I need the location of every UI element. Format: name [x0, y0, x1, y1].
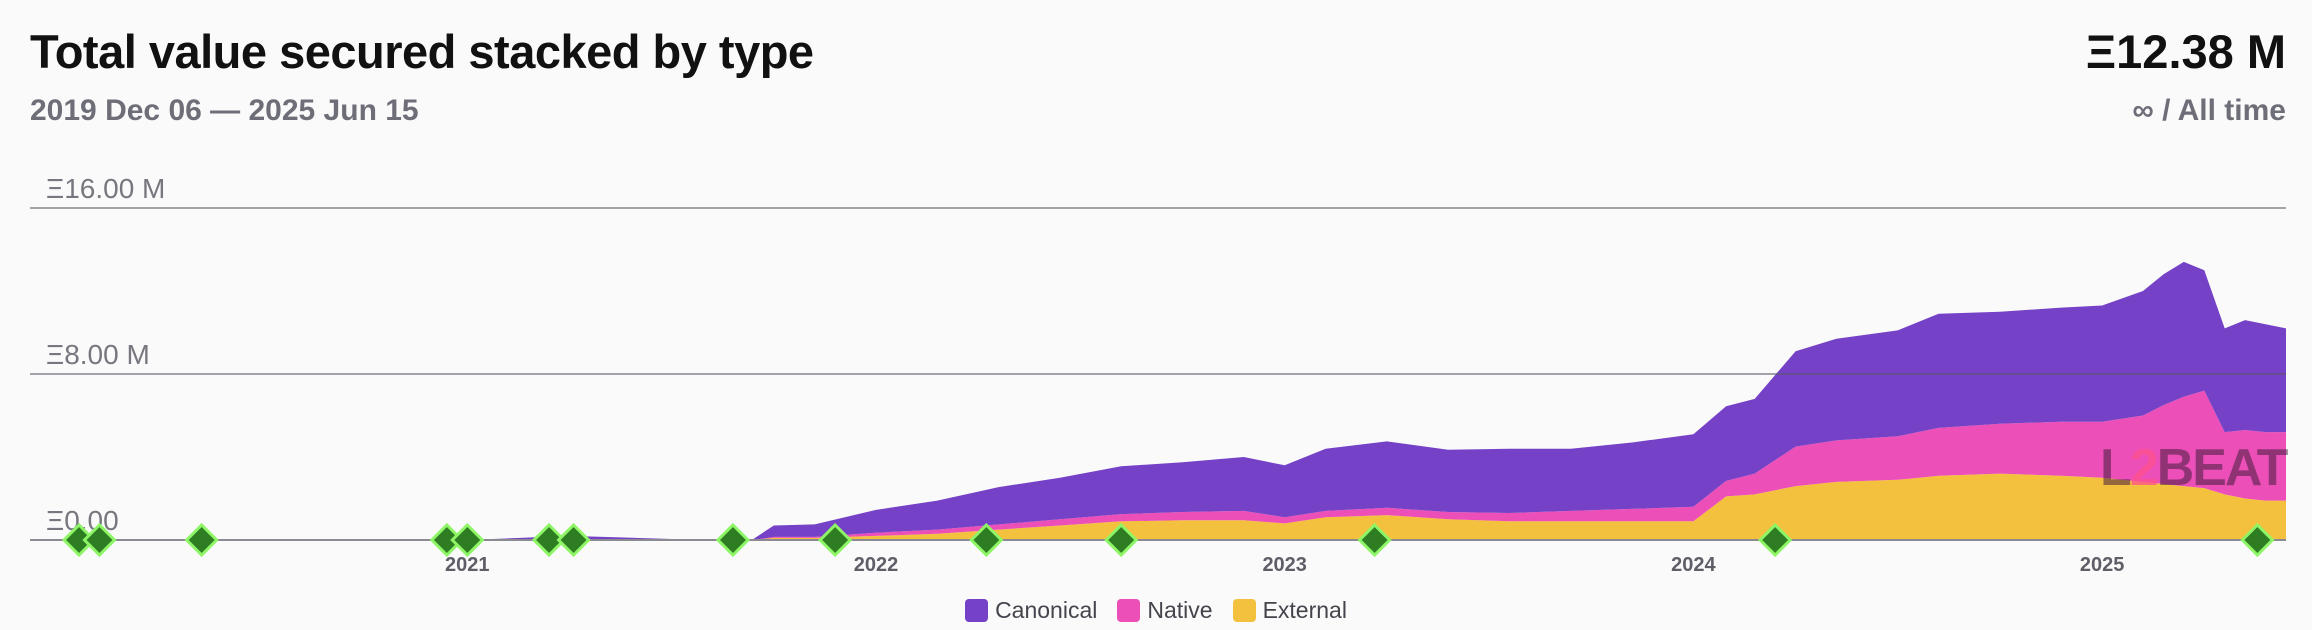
legend-label-native: Native	[1147, 597, 1213, 623]
chart-title: Total value secured stacked by type	[30, 25, 814, 78]
event-marker-icon[interactable]	[1104, 522, 1139, 558]
chart-legend: Canonical Native External	[0, 597, 2312, 624]
event-marker-icon[interactable]	[82, 522, 117, 558]
y-tick-label: Ξ16.00 M	[46, 173, 165, 204]
legend-label-external: External	[1262, 597, 1347, 623]
x-tick-label: 2024	[1671, 554, 1716, 576]
legend-swatch-external	[1232, 599, 1256, 622]
event-marker-icon[interactable]	[2240, 522, 2275, 558]
legend-swatch-native	[1117, 599, 1141, 622]
legend-swatch-canonical	[965, 599, 989, 622]
legend-item-canonical[interactable]: Canonical	[965, 597, 1097, 624]
area-canonical	[58, 261, 2286, 540]
x-tick-label: 2021	[445, 554, 490, 576]
event-marker-icon[interactable]	[715, 522, 751, 558]
event-marker-icon[interactable]	[1758, 522, 1793, 558]
x-tick-label: 2022	[854, 554, 899, 576]
event-marker-icon[interactable]	[969, 522, 1004, 558]
total-value: Ξ12.38 M	[2085, 25, 2286, 78]
event-marker-icon[interactable]	[818, 522, 853, 558]
area-external	[58, 473, 2286, 540]
legend-label-canonical: Canonical	[995, 597, 1098, 623]
event-marker-icon[interactable]	[184, 522, 219, 558]
event-marker-icon[interactable]	[1357, 522, 1392, 558]
time-range-selector[interactable]: ∞ / All time	[2132, 94, 2286, 127]
legend-item-native[interactable]: Native	[1117, 597, 1213, 624]
x-tick-label: 2023	[1262, 554, 1307, 576]
event-marker-icon[interactable]	[556, 522, 591, 558]
y-tick-label: Ξ8.00 M	[46, 339, 150, 370]
x-tick-label: 2025	[2080, 554, 2125, 576]
date-range: 2019 Dec 06 — 2025 Jun 15	[30, 94, 419, 127]
event-marker-icon[interactable]	[450, 522, 485, 558]
legend-item-external[interactable]: External	[1232, 597, 1347, 624]
event-marker-icon[interactable]	[531, 522, 567, 558]
area-native	[58, 390, 2286, 540]
l2beat-watermark: L2BEAT	[2100, 439, 2288, 497]
